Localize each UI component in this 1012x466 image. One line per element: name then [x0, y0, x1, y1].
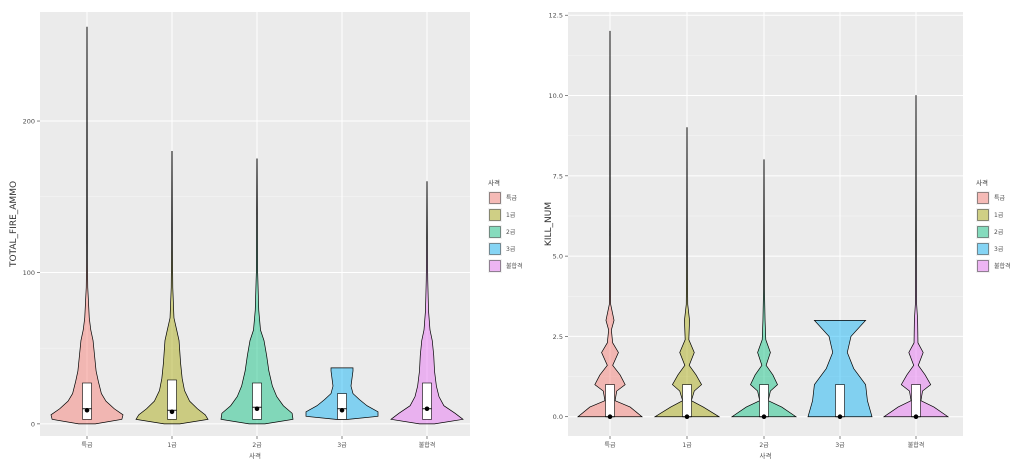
- legend-swatch: [489, 192, 501, 204]
- y-tick-label: 0: [31, 420, 35, 428]
- y-tick-label: 100: [23, 269, 35, 277]
- box-5: [911, 384, 921, 418]
- legend-key-bg: [488, 208, 502, 222]
- y-axis-title: TOTAL_FIRE_AMMO: [9, 181, 19, 268]
- legend-swatch: [977, 260, 989, 272]
- y-tick-label: 10.0: [549, 92, 563, 100]
- legend-label: 특급: [994, 195, 1006, 202]
- legend-key-bg: [976, 225, 990, 239]
- y-tick-label: 5.0: [553, 253, 563, 261]
- x-tick-label: 2급: [759, 442, 769, 449]
- violin-3: [730, 159, 798, 418]
- mean-point: [169, 409, 175, 415]
- box-3: [252, 382, 262, 420]
- legend-label: 1급: [994, 212, 1004, 219]
- legend-swatch: [489, 243, 501, 255]
- violin-3: [220, 158, 294, 425]
- x-tick-label: 불합격: [908, 441, 925, 449]
- mean-point: [761, 414, 767, 420]
- legend-key-bg: [488, 259, 502, 273]
- legend-label: 3급: [994, 246, 1004, 253]
- mean-point: [837, 414, 843, 420]
- y-tick-label: 12.5: [549, 12, 563, 20]
- legend-key-bg: [488, 191, 502, 205]
- mean-point: [684, 414, 690, 420]
- box-4: [835, 384, 845, 418]
- x-tick-label: 1급: [682, 442, 692, 449]
- plot-panel: [40, 12, 470, 436]
- legend-label: 불합격: [506, 262, 523, 270]
- legend-swatch: [489, 226, 501, 238]
- x-tick-label: 2급: [252, 442, 262, 449]
- legend-key-bg: [976, 208, 990, 222]
- legend-key-bg: [488, 242, 502, 256]
- legend-label: 2급: [506, 229, 516, 236]
- legend-key-bg: [976, 191, 990, 205]
- box-2: [167, 379, 177, 420]
- y-axis-title: KILL_NUM: [544, 202, 554, 246]
- box-2: [682, 384, 692, 418]
- legend-title: 사격: [976, 178, 988, 187]
- violin-2: [653, 127, 721, 418]
- box-3: [759, 384, 769, 418]
- violin-4: [807, 320, 873, 418]
- mean-point: [424, 406, 430, 412]
- violin-5: [882, 95, 950, 418]
- legend-swatch: [977, 209, 989, 221]
- mean-point: [913, 414, 919, 420]
- y-tick-label: 2.5: [553, 333, 563, 341]
- x-axis-title: 사격: [760, 451, 772, 460]
- y-tick-label: 200: [23, 118, 35, 126]
- box-1: [82, 382, 92, 420]
- violin-1: [577, 30, 643, 418]
- x-tick-label: 1급: [167, 442, 177, 449]
- violin-2: [135, 150, 209, 425]
- legend-label: 불합격: [994, 262, 1011, 270]
- x-tick-label: 3급: [337, 442, 347, 449]
- legend-label: 2급: [994, 229, 1004, 236]
- mean-point: [84, 407, 90, 413]
- chart-kill-num: 0.02.55.07.510.012.5특급 1급 2급 3급 불합격사격KILL_NU…: [544, 12, 1011, 460]
- y-tick-label: 0.0: [553, 413, 563, 421]
- legend-label: 3급: [506, 246, 516, 253]
- legend-swatch: [489, 209, 501, 221]
- violin-1: [50, 26, 124, 425]
- x-tick-label: 3급: [835, 442, 845, 449]
- violin-5: [390, 181, 464, 425]
- legend-key-bg: [488, 225, 502, 239]
- legend-label: 특급: [506, 195, 518, 202]
- x-tick-label: 특급: [604, 442, 616, 449]
- legend-key-bg: [976, 259, 990, 273]
- box-4: [337, 393, 347, 420]
- legend-swatch: [977, 226, 989, 238]
- mean-point: [339, 407, 345, 413]
- legend-key-bg: [976, 242, 990, 256]
- plot-panel: [568, 12, 963, 436]
- box-5: [422, 382, 432, 420]
- legend-swatch: [977, 243, 989, 255]
- legend-title: 사격: [488, 178, 500, 187]
- box-1: [605, 384, 615, 418]
- mean-point: [254, 406, 260, 412]
- mean-point: [607, 414, 613, 420]
- legend-swatch: [489, 260, 501, 272]
- legend-swatch: [977, 192, 989, 204]
- y-tick-label: 7.5: [553, 172, 563, 180]
- legend-label: 1급: [506, 212, 516, 219]
- x-axis-title: 사격: [249, 451, 261, 460]
- x-tick-label: 불합격: [419, 441, 436, 449]
- x-tick-label: 특급: [81, 442, 93, 449]
